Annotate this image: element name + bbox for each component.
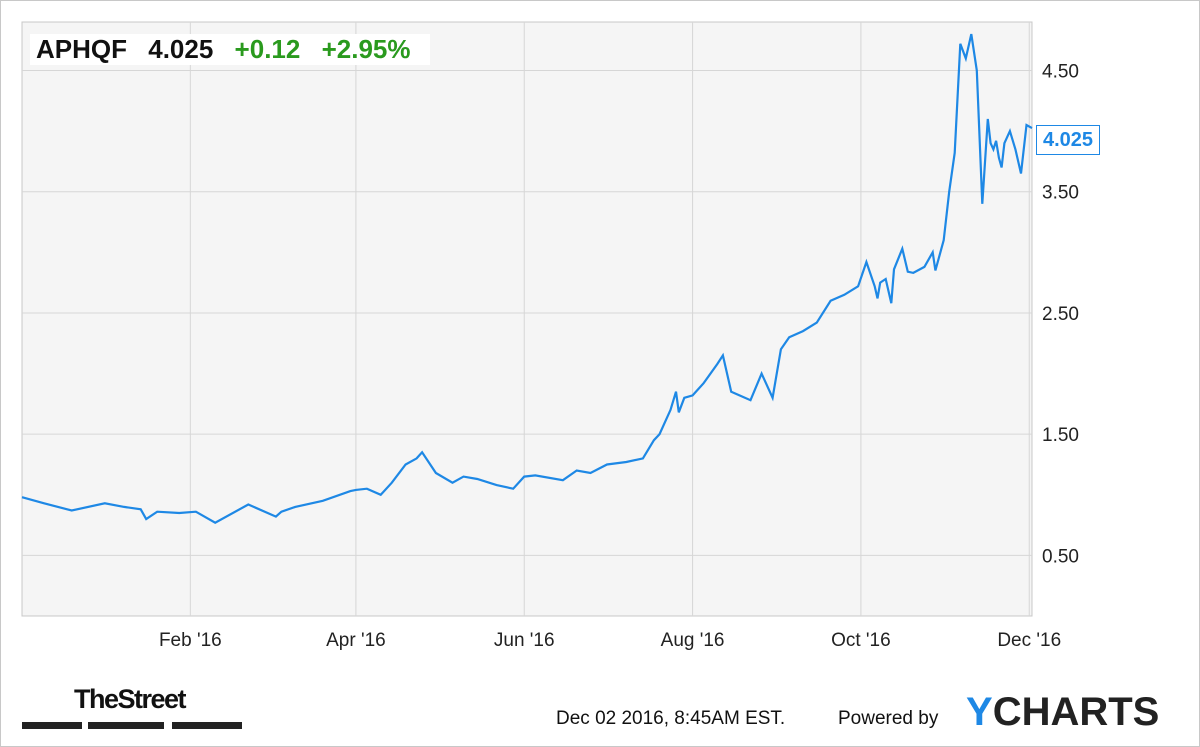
- x-tick-label: Dec '16: [997, 630, 1061, 651]
- ticker-symbol: APHQF: [36, 34, 127, 64]
- x-tick-label: Aug '16: [661, 630, 725, 651]
- grid-layer: [22, 22, 1032, 616]
- y-tick-label: 0.50: [1042, 546, 1079, 567]
- price-value: 4.025: [148, 34, 214, 64]
- quote-header: APHQF 4.025 +0.12 +2.95%: [30, 34, 431, 65]
- timestamp: Dec 02 2016, 8:45AM EST.: [556, 708, 786, 729]
- powered-by-text: Powered by: [838, 708, 939, 729]
- x-tick-label: Apr '16: [326, 630, 386, 651]
- y-axis: 0.50 1.50 2.50 3.50 4.50: [1042, 61, 1079, 567]
- ycharts-logo[interactable]: YCHARTS: [966, 690, 1159, 735]
- logo-bar: [22, 722, 82, 729]
- price-change: +0.12: [234, 34, 301, 64]
- thestreet-logo-text: TheStreet: [74, 684, 187, 714]
- y-tick-label: 3.50: [1042, 183, 1079, 204]
- logo-bar: [172, 722, 242, 729]
- y-tick-label: 1.50: [1042, 425, 1079, 446]
- x-tick-label: Feb '16: [159, 630, 222, 651]
- ycharts-logo-rest: CHARTS: [992, 690, 1160, 734]
- y-tick-label: 4.50: [1042, 61, 1079, 82]
- x-tick-label: Oct '16: [831, 630, 891, 651]
- price-line: [21, 33, 1033, 524]
- logo-bar: [88, 722, 164, 729]
- last-value-label: 4.025: [1036, 125, 1101, 155]
- x-axis: Feb '16 Apr '16 Jun '16 Aug '16 Oct '16 Dec '…: [159, 630, 1061, 651]
- percent-change: +2.95%: [321, 34, 411, 64]
- ycharts-logo-initial: Y: [966, 690, 993, 734]
- x-tick-label: Jun '16: [494, 630, 555, 651]
- plot-area: [21, 21, 1033, 617]
- y-tick-label: 2.50: [1042, 304, 1079, 325]
